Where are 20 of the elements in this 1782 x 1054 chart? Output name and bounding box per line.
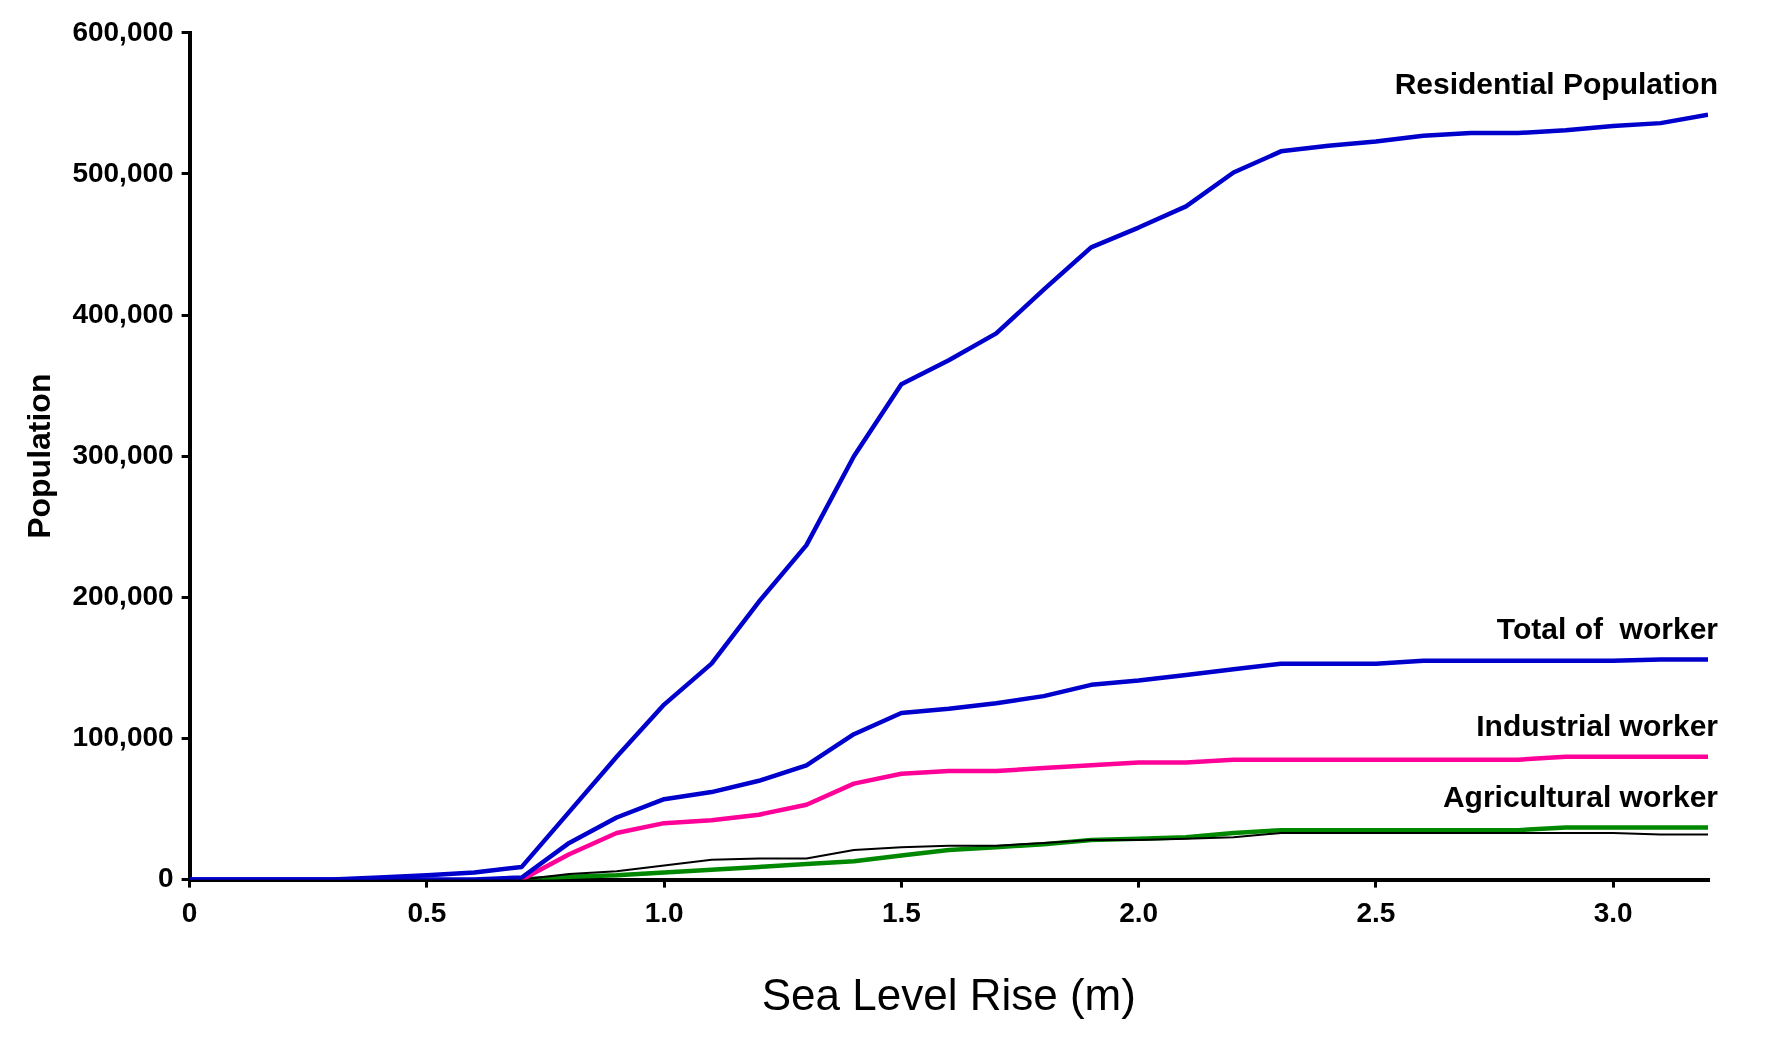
- y-tick-label: 100,000: [72, 721, 174, 753]
- y-tick-label: 500,000: [72, 156, 174, 188]
- x-tick-label: 1.5: [881, 897, 921, 929]
- y-tick-label: 600,000: [72, 15, 174, 47]
- y-axis-title: Population: [21, 373, 58, 539]
- y-tick-label: 200,000: [72, 580, 174, 612]
- x-tick-label: 1.0: [644, 897, 684, 929]
- series-label: Agricultural worker: [1442, 779, 1719, 813]
- x-tick-label: 3.0: [1593, 897, 1633, 929]
- x-tick-label: 2.5: [1356, 897, 1396, 929]
- x-tick-label: 0.5: [407, 897, 447, 929]
- series-label: Industrial worker: [1476, 709, 1719, 743]
- x-axis-title: Sea Level Rise (m): [761, 969, 1136, 1019]
- series-label: Total of worker: [1496, 611, 1719, 645]
- x-tick-label: 0: [181, 897, 198, 929]
- y-tick-label: 300,000: [72, 438, 174, 470]
- series-label: Residential Population: [1394, 66, 1718, 100]
- x-tick-label: 2.0: [1119, 897, 1159, 929]
- y-tick-label: 400,000: [72, 297, 174, 329]
- y-tick-label: 0: [158, 862, 174, 894]
